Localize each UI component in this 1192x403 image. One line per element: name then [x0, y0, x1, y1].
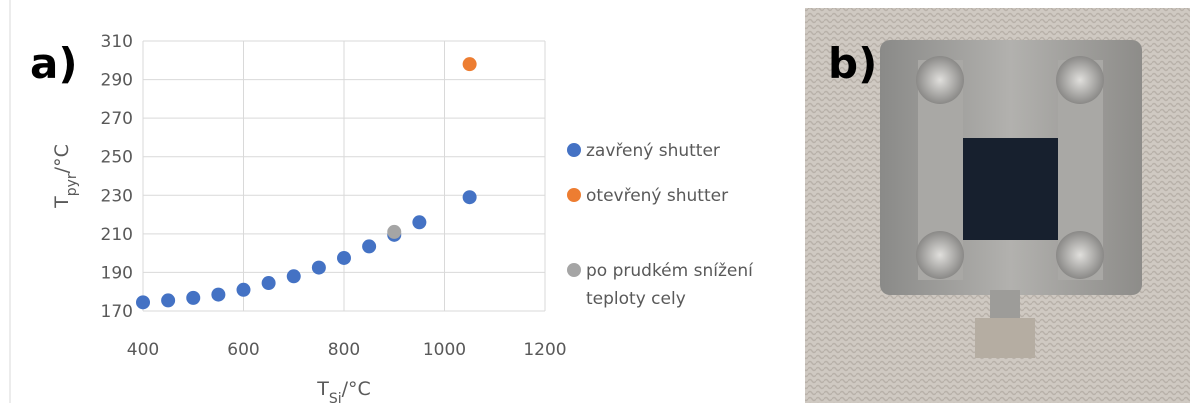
point [387, 225, 401, 239]
y-tick-label: 170 [101, 302, 133, 322]
point [287, 269, 301, 283]
point [161, 293, 175, 307]
axis-title-main: T [316, 378, 329, 400]
panel-label: a) [30, 39, 78, 88]
y-tick-label: 230 [101, 186, 133, 206]
photo: b) [800, 0, 1192, 403]
legend-marker [567, 263, 581, 277]
legend-label: zavřený shutter [586, 141, 720, 161]
axis-title-sub: pyr [64, 173, 80, 196]
point [463, 190, 477, 204]
point [362, 239, 376, 253]
y-tick-label: 190 [101, 263, 133, 283]
x-tick-label: 1000 [423, 340, 466, 360]
point [312, 261, 326, 275]
point [463, 57, 477, 71]
legend-line: teploty cely [586, 289, 686, 309]
point [136, 295, 150, 309]
x-tick-label: 600 [227, 340, 259, 360]
point [412, 215, 426, 229]
sample [963, 138, 1058, 240]
y-tick-label: 310 [101, 32, 133, 52]
legend-marker [567, 188, 581, 202]
axis-title-sub: Si [329, 391, 342, 403]
point [186, 291, 200, 305]
point [262, 276, 276, 290]
point [237, 283, 251, 297]
axis-title-unit: /°C [51, 144, 73, 173]
point [337, 251, 351, 265]
chart: a) 170 190 210 230 250 270 290 310 400 600 800 1000… [0, 0, 800, 403]
axis-title: Tpyr/°C [51, 144, 80, 209]
y-tick-label: 250 [101, 148, 133, 168]
y-tick-label: 210 [101, 225, 133, 245]
axis-title-main: T [51, 196, 73, 209]
tab [975, 318, 1035, 358]
x-tick-label: 1200 [523, 340, 566, 360]
axis-title-unit: /°C [342, 378, 371, 400]
y-tick-label: 290 [101, 71, 133, 91]
legend-line: po prudkém snížení [586, 261, 754, 281]
legend-label: po prudkém snížení teploty cely [586, 261, 754, 309]
page: {"chart_data": {"type": "scatter", "pane… [0, 0, 1192, 403]
x-tick-label: 400 [127, 340, 159, 360]
legend-marker [567, 143, 581, 157]
y-tick-label: 270 [101, 109, 133, 129]
tab [990, 290, 1020, 320]
x-tick-label: 800 [328, 340, 360, 360]
panel-label: b) [828, 39, 877, 88]
axis-title: TSi/°C [316, 378, 371, 403]
point [211, 288, 225, 302]
legend-label: otevřený shutter [586, 186, 728, 206]
